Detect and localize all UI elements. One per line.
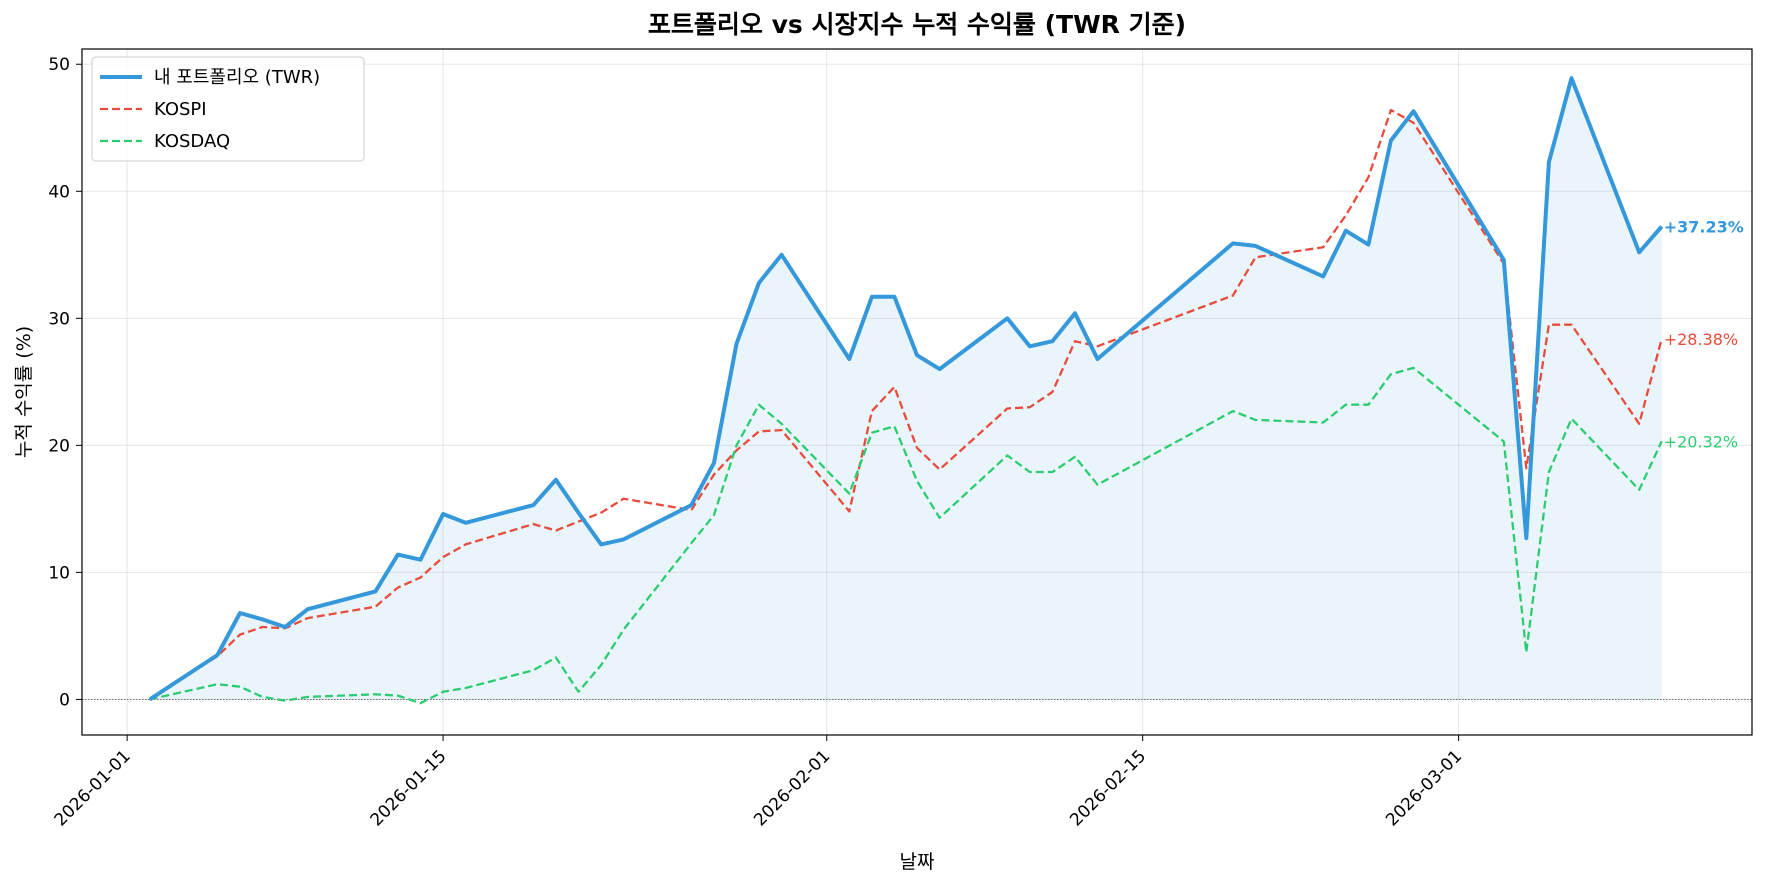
x-tick-label: 2026-02-01: [750, 746, 834, 830]
y-tick-label: 40: [48, 182, 70, 202]
end-value-label: +37.23%: [1664, 217, 1744, 236]
y-axis-label: 누적 수익률 (%): [13, 326, 35, 458]
legend-label: KOSDAQ: [154, 131, 230, 152]
end-value-label: +28.38%: [1664, 330, 1738, 349]
x-tick-label: 2026-03-01: [1382, 746, 1466, 830]
y-tick-label: 30: [48, 309, 70, 329]
y-tick-label: 10: [48, 563, 70, 583]
series-line: [148, 76, 1664, 702]
series-lines: [148, 76, 1664, 705]
end-value-label: +20.32%: [1664, 432, 1738, 451]
y-tick-label: 20: [48, 436, 70, 456]
x-tick-label: 2026-02-15: [1066, 746, 1150, 830]
end-value-labels: +37.23% +28.38% +20.32%: [1664, 217, 1744, 451]
plot-border: [81, 48, 1753, 736]
x-tick-label: 2026-01-01: [51, 746, 135, 830]
series-line: [149, 366, 1663, 705]
area-fill: [149, 78, 1662, 700]
y-tick-label: 50: [48, 55, 70, 75]
portfolio-area-fill: [149, 78, 1662, 700]
legend-label: 내 포트폴리오 (TWR): [154, 67, 320, 88]
plot-frame: [81, 48, 1753, 736]
legend: 내 포트폴리오 (TWR) KOSPI KOSDAQ: [91, 56, 365, 162]
legend-box: [91, 56, 365, 162]
x-tick-label: 2026-01-15: [367, 746, 451, 830]
series-line: [149, 108, 1663, 701]
legend-label: KOSPI: [154, 99, 207, 120]
y-tick-label: 0: [59, 690, 70, 710]
x-axis-label: 날짜: [900, 851, 935, 873]
chart-title: 포트폴리오 vs 시장지수 누적 수익률 (TWR 기준): [648, 10, 1186, 39]
